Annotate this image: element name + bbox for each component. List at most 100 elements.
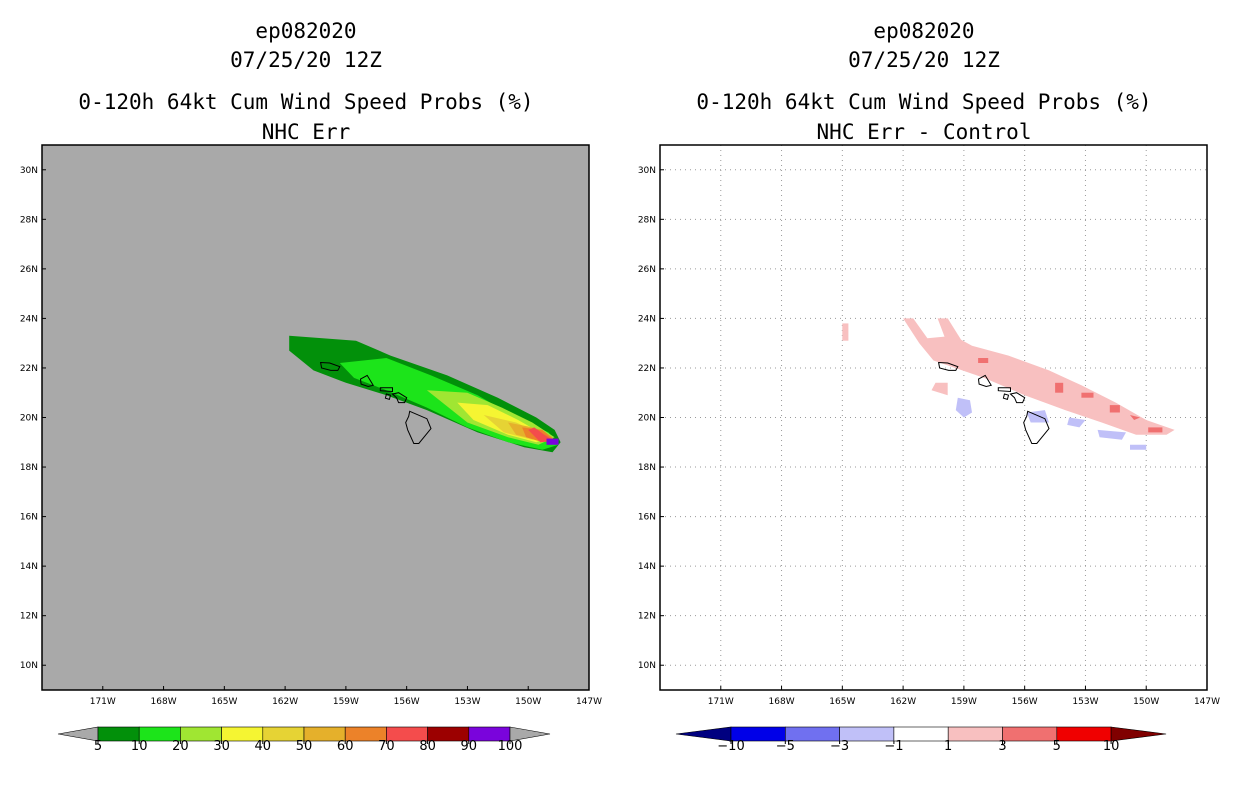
x-tick-label: 153W [454,697,480,707]
y-tick-label: 28N [638,215,656,225]
island-outline [937,361,959,371]
island-outline [405,410,432,444]
x-tick-label: 165W [211,697,237,707]
chart-title-line-3: 0-120h 64kt Cum Wind Speed Probs (%) [78,90,533,114]
y-tick-label: 26N [20,265,38,275]
colorbar-high-arrow [1110,726,1167,742]
x-tick-label: 153W [1072,697,1098,707]
y-tick-label: 20N [638,414,656,424]
chart-title-line-2: 07/25/20 12Z [848,48,1000,72]
y-tick-label: 10N [638,661,656,671]
contour-region-1-3 [842,323,849,341]
y-tick-label: 22N [20,364,38,374]
x-tick-label: 159W [951,697,977,707]
colorbar-label: 5 [94,739,102,754]
chart-title-line-3: 0-120h 64kt Cum Wind Speed Probs (%) [696,90,1151,114]
chart-title-line-1: ep082020 [873,19,974,43]
contour-region-3-5 [1081,392,1094,398]
chart-title-line-1: ep082020 [255,19,356,43]
island-outline [379,387,393,393]
contour-region--3--1 [1130,444,1147,450]
y-tick-label: 14N [20,562,38,572]
y-tick-label: 14N [638,562,656,572]
colorbar: −10 −5 −3 −1 1 3 5 10 [675,726,1167,754]
colorbar-swatch [1002,726,1058,742]
colorbar-high-arrow [509,726,551,742]
colorbar-label: 20 [172,739,189,754]
x-tick-label: 168W [151,697,177,707]
island-outline [1023,410,1050,444]
x-tick-label: 150W [1133,697,1159,707]
y-tick-label: 22N [638,364,656,374]
colorbar-label: 10 [1103,739,1120,754]
colorbar-label: 100 [498,739,523,754]
chart-title-line-4: NHC Err - Control [817,120,1032,144]
x-tick-label: 159W [333,697,359,707]
contour-region--3--1 [1097,429,1126,440]
contour-region-3-5 [1130,415,1141,420]
y-tick-label: 16N [638,513,656,523]
y-tick-label: 10N [20,661,38,671]
contour-region-1-3 [931,382,948,396]
colorbar-label: 80 [419,739,436,754]
chart-title-line-4: NHC Err [262,120,351,144]
colorbar: 5 10 20 30 40 50 60 70 80 90 100 [57,726,551,754]
y-tick-label: 20N [20,414,38,424]
colorbar-low-arrow [57,726,99,742]
colorbar-label: 1 [944,739,952,754]
contour-region-3-5 [1109,405,1120,413]
colorbar-label: 60 [337,739,354,754]
y-tick-label: 28N [20,215,38,225]
island-outline [997,387,1011,393]
contour-region-1-3 [937,318,968,356]
y-tick-label: 16N [20,513,38,523]
x-tick-label: 156W [1012,697,1038,707]
plot-contents [289,335,561,453]
colorbar-label: 90 [461,739,478,754]
colorbar-label: −3 [830,739,849,754]
island-outline [384,393,392,401]
y-tick-label: 18N [20,463,38,473]
colorbar-label: −5 [776,739,795,754]
contour-region--3--1 [955,397,972,418]
x-tick-label: 150W [515,697,541,707]
x-tick-label: 162W [890,697,916,707]
y-tick-label: 30N [20,166,38,176]
x-tick-label: 165W [829,697,855,707]
contour-region-1-3 [903,318,1175,435]
contour-region-70-80 [528,427,555,443]
island-outline [391,392,408,404]
colorbar-label: 70 [378,739,395,754]
colorbar-label: 40 [255,739,272,754]
y-tick-label: 18N [638,463,656,473]
plot-contents [660,145,1207,690]
colorbar-label: 3 [998,739,1006,754]
x-tick-label: 147W [576,697,602,707]
x-tick-label: 171W [708,697,734,707]
contour-region--3--1 [1067,417,1086,428]
y-tick-label: 12N [638,612,656,622]
contour-region-90-100 [546,438,559,445]
map-panel-2: ep082020 07/25/20 12Z 0-120h 64kt Cum Wind… [638,19,1220,754]
contour-region-3-5 [978,358,989,363]
y-tick-label: 30N [638,166,656,176]
colorbar-label: 30 [213,739,230,754]
chart-title-line-2: 07/25/20 12Z [230,48,382,72]
x-tick-label: 156W [394,697,420,707]
island-outline [359,374,374,388]
x-tick-label: 162W [272,697,298,707]
y-tick-label: 12N [20,612,38,622]
x-tick-label: 171W [90,697,116,707]
y-tick-label: 26N [638,265,656,275]
contour-region-3-5 [1055,382,1064,393]
y-tick-label: 24N [638,314,656,324]
island-outline [319,361,341,371]
colorbar-label: −1 [884,739,903,754]
colorbar-label: −10 [717,739,744,754]
island-outline [1009,392,1026,404]
colorbar-swatch [947,726,1003,742]
island-outline [977,374,992,388]
y-tick-label: 24N [20,314,38,324]
colorbar-label: 10 [131,739,148,754]
